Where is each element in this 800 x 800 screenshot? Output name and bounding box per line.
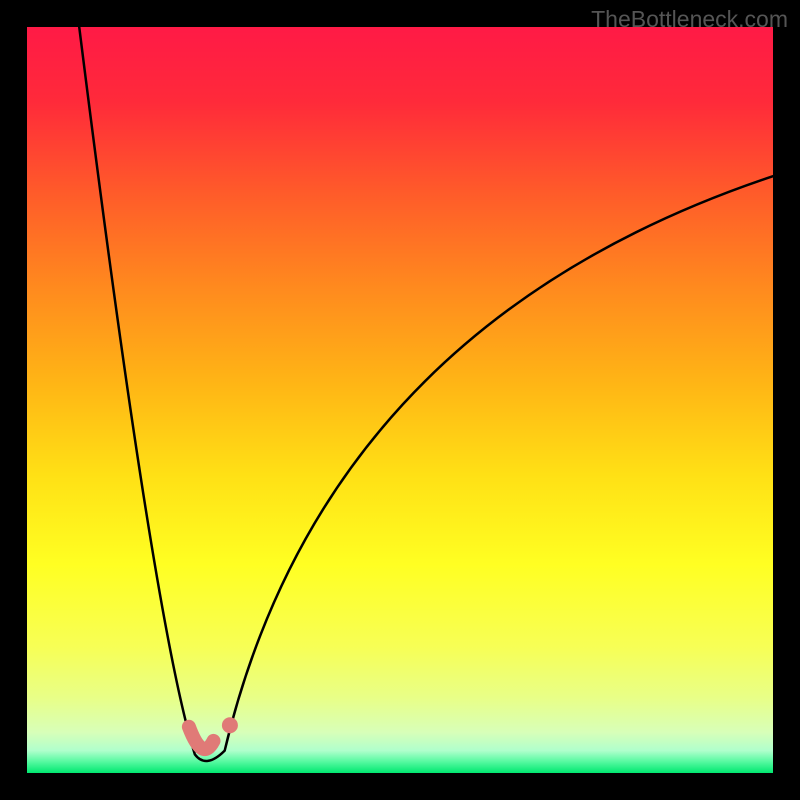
figure-root: TheBottleneck.com [0,0,800,800]
marker-dot [222,717,238,733]
chart-svg [0,0,800,800]
watermark-text: TheBottleneck.com [591,6,788,33]
